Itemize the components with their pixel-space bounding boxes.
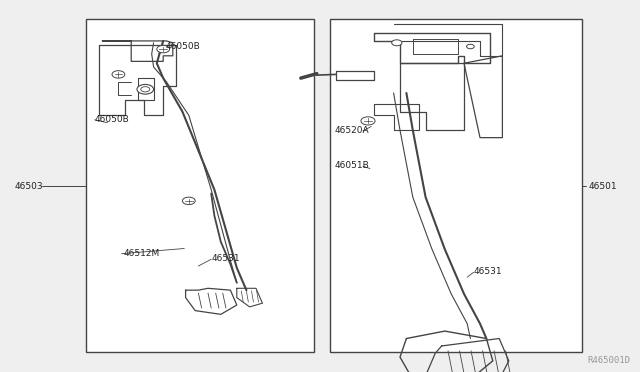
- Text: 46050B: 46050B: [165, 42, 200, 51]
- Bar: [330, 19, 582, 352]
- Text: 46501: 46501: [589, 182, 618, 190]
- Circle shape: [157, 45, 170, 53]
- Circle shape: [361, 117, 375, 125]
- Circle shape: [141, 87, 150, 92]
- Text: 46050B: 46050B: [95, 115, 129, 124]
- Circle shape: [137, 84, 154, 94]
- Text: 46531: 46531: [474, 267, 502, 276]
- Bar: [86, 19, 314, 352]
- Text: 46051B: 46051B: [335, 161, 369, 170]
- Circle shape: [467, 44, 474, 49]
- Circle shape: [182, 197, 195, 205]
- Text: 46520A: 46520A: [335, 126, 369, 135]
- Text: 46531: 46531: [211, 254, 240, 263]
- Text: R465001D: R465001D: [588, 356, 630, 365]
- Circle shape: [392, 40, 402, 46]
- Text: 46503: 46503: [14, 182, 43, 190]
- Text: 46512M: 46512M: [124, 249, 160, 258]
- Circle shape: [112, 71, 125, 78]
